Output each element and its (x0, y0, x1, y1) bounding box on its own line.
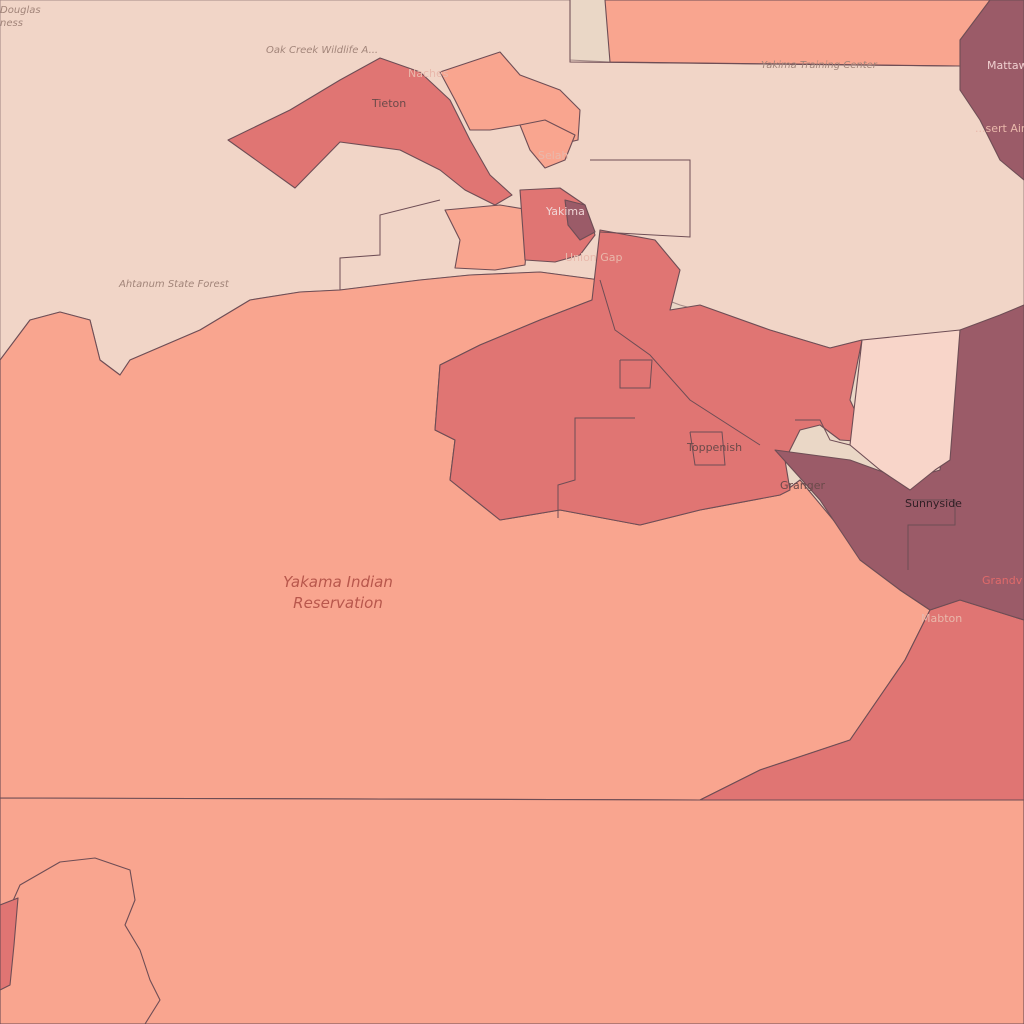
label-sunnyside: Sunnyside (905, 497, 962, 510)
label-mattawa: Mattaw (987, 59, 1024, 72)
region-yakima-core[interactable] (564, 199, 596, 241)
label-yakima: Yakima (546, 205, 585, 218)
region-southwest-inset[interactable] (0, 857, 161, 1024)
label-granger: Granger (780, 479, 826, 492)
label-yakama-reservation-line1: Yakama Indian (283, 573, 393, 591)
label-yakama-reservation-line2: Reservation (293, 594, 383, 612)
tract-boundaries (339, 0, 956, 570)
label-yakama-reservation: Yakama Indian Reservation (268, 572, 408, 614)
label-selah: Selah (538, 149, 569, 162)
label-oak-creek: Oak Creek Wildlife A... (266, 45, 379, 56)
label-naches: Naches (408, 67, 449, 80)
region-northeast[interactable] (604, 0, 991, 67)
label-ahtanum-state-forest: Ahtanum State Forest (119, 279, 229, 290)
region-mattawa[interactable] (959, 0, 1024, 181)
region-yakima-west[interactable] (444, 204, 531, 271)
label-toppenish: Toppenish (687, 441, 743, 454)
region-toppenish[interactable] (434, 229, 871, 526)
label-douglas: Douglas ness (0, 5, 41, 29)
label-union-gap: Union Gap (565, 251, 623, 264)
label-grandview: Grandv (982, 574, 1023, 587)
region-tieton[interactable] (227, 57, 513, 206)
region-east-light[interactable] (849, 329, 961, 491)
region-southwest-sliver[interactable] (0, 897, 19, 991)
label-yakima-training-center: Yakima Training Center (761, 60, 877, 71)
label-airport: ...sert Aire (975, 122, 1024, 135)
label-mabton: Mabton (921, 612, 963, 625)
region-south-band[interactable] (0, 797, 1024, 1024)
region-selah[interactable] (519, 119, 576, 169)
label-tieton: Tieton (372, 97, 407, 110)
